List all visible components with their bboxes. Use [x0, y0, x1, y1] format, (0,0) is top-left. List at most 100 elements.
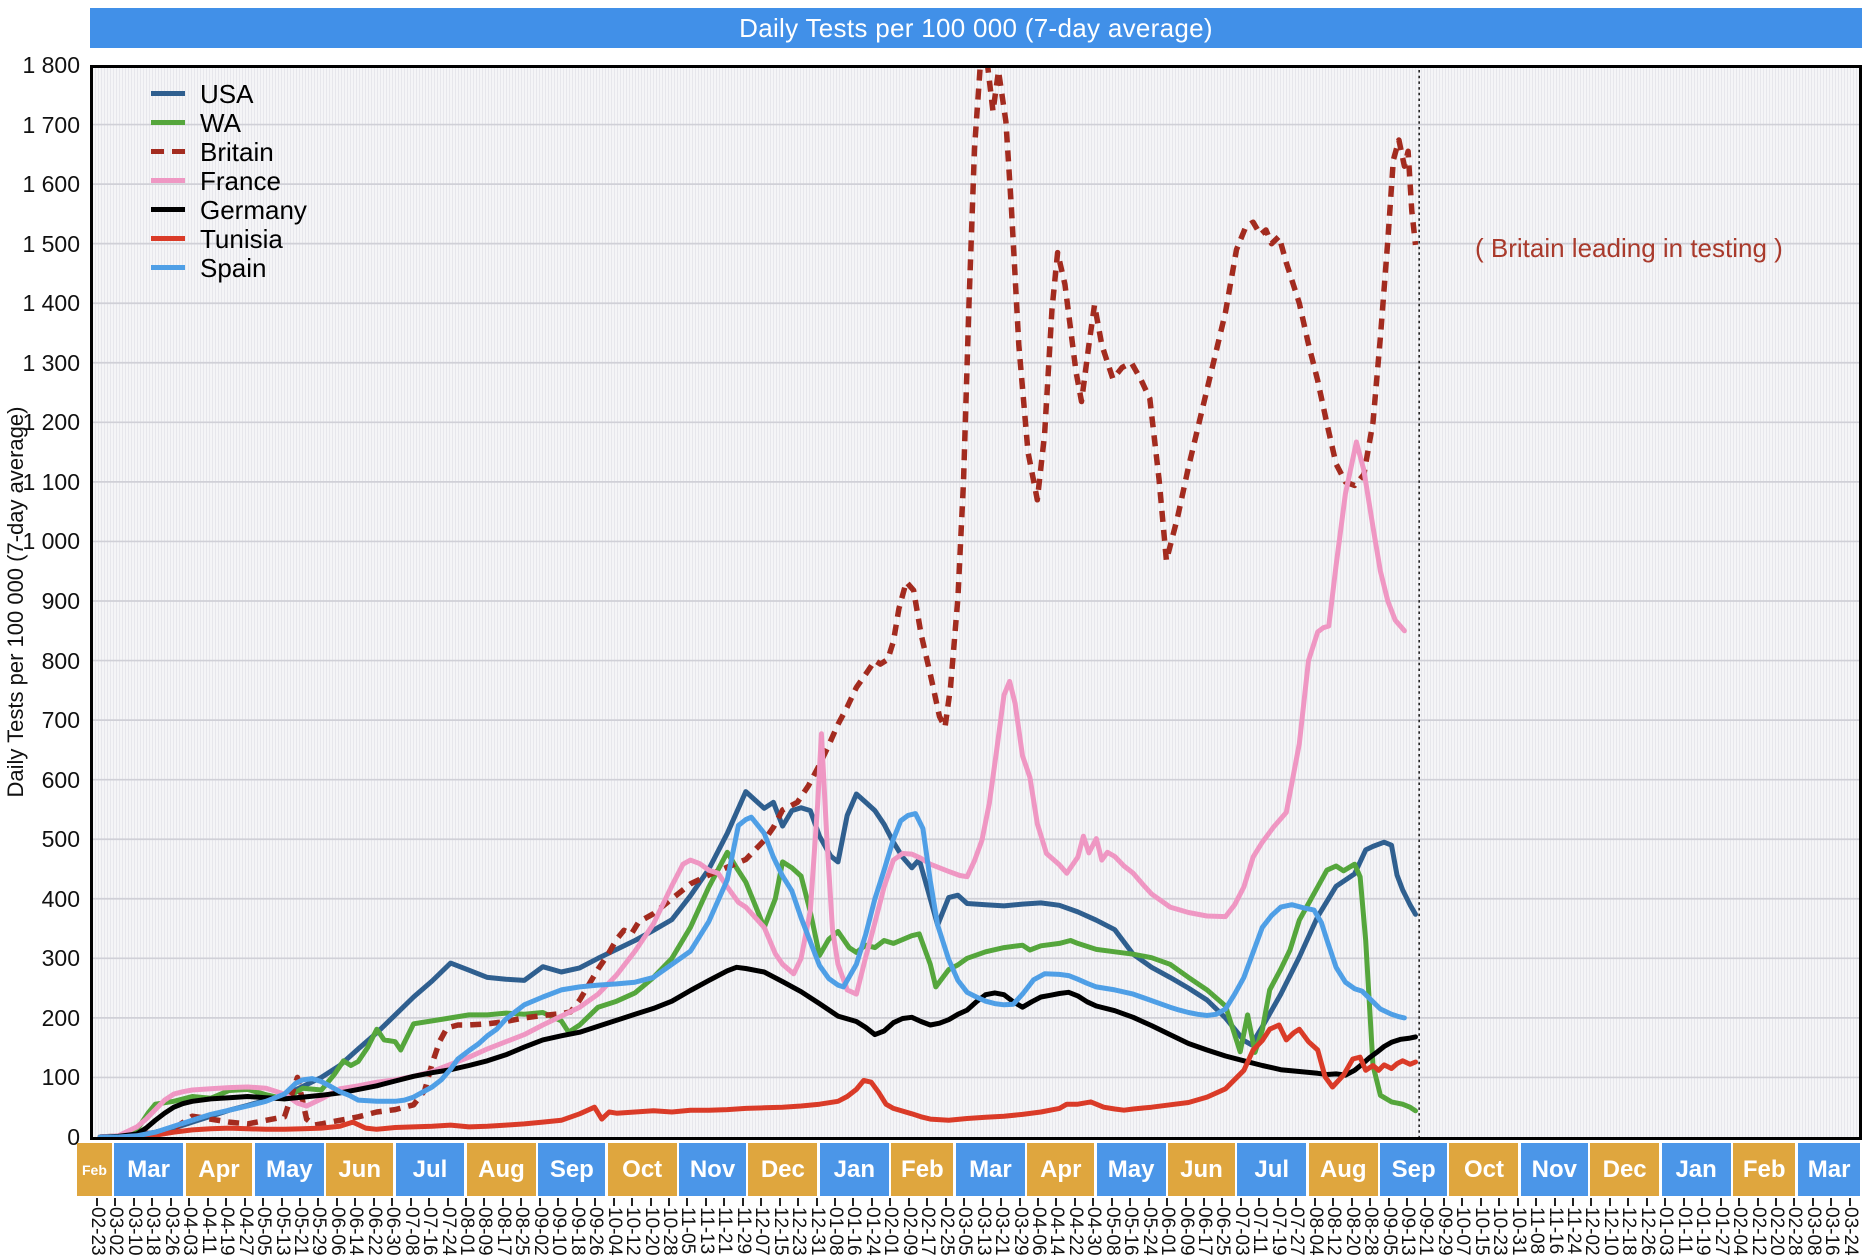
- x-tick-mark: [907, 1198, 910, 1206]
- x-tick-mark: [704, 1198, 707, 1206]
- y-tick-label: 1 100: [22, 468, 80, 495]
- x-tick-mark: [262, 1198, 265, 1206]
- legend-item-wa: WA: [151, 108, 307, 137]
- legend-swatch-wa: [151, 120, 185, 125]
- series-line-britain: [99, 68, 1419, 1137]
- x-tick-mark: [409, 1198, 412, 1206]
- month-label: May: [1107, 1155, 1155, 1183]
- month-box-aug-6: Aug: [467, 1143, 536, 1196]
- x-tick-mark: [1572, 1198, 1574, 1206]
- x-tick-mark: [1590, 1198, 1593, 1206]
- month-box-mar-1: Mar: [114, 1143, 184, 1196]
- month-box-feb-0: Feb: [77, 1143, 112, 1196]
- x-tick-mark: [188, 1198, 191, 1206]
- month-label: May: [265, 1155, 313, 1183]
- y-tick-label: 1 700: [22, 111, 80, 138]
- month-label: Feb: [1742, 1155, 1786, 1183]
- series-line-germany: [97, 964, 1418, 1137]
- x-tick-mark: [206, 1198, 209, 1206]
- x-tick-mark: [132, 1198, 135, 1206]
- x-tick-mark: [1774, 1198, 1777, 1206]
- plot-area: USA WA Britain France Germany Tunisia Spain: [90, 65, 1862, 1140]
- x-tick-mark: [1535, 1198, 1538, 1206]
- legend-item-spain: Spain: [151, 253, 307, 282]
- series-line-spain: [97, 811, 1407, 1137]
- month-label: Aug: [478, 1155, 525, 1183]
- legend-swatch-usa: [151, 91, 185, 96]
- x-tick-mark: [1184, 1198, 1187, 1206]
- month-box-mar-25: Mar: [1797, 1143, 1861, 1196]
- x-tick-mark: [963, 1198, 966, 1206]
- y-tick-label: 0: [67, 1124, 80, 1150]
- x-tick-mark: [317, 1198, 320, 1206]
- month-box-jun-4: Jun: [326, 1143, 393, 1196]
- x-tick-mark: [1516, 1198, 1519, 1206]
- x-tick-mark: [1203, 1198, 1205, 1206]
- x-tick-mark: [1369, 1198, 1372, 1206]
- x-tick-mark: [1719, 1198, 1722, 1206]
- month-label: Dec: [760, 1155, 805, 1183]
- x-tick-mark: [96, 1198, 98, 1206]
- y-tick-label: 1 600: [22, 171, 80, 198]
- series-line-france: [97, 439, 1407, 1137]
- x-tick-mark: [1756, 1198, 1759, 1206]
- x-tick-mark: [1092, 1198, 1095, 1206]
- x-tick-mark: [981, 1198, 984, 1206]
- x-tick-mark: [741, 1198, 744, 1206]
- x-tick-mark: [1332, 1198, 1335, 1206]
- month-box-apr-2: Apr: [185, 1143, 253, 1196]
- date-label: 03-24: [1839, 1207, 1861, 1256]
- x-tick-mark: [612, 1198, 615, 1206]
- month-box-may-3: May: [254, 1143, 324, 1196]
- y-tick-label: 1 200: [22, 409, 80, 436]
- y-tick-label: 1 400: [22, 290, 80, 317]
- x-tick-mark: [1405, 1198, 1408, 1206]
- x-tick-mark: [1442, 1198, 1445, 1206]
- y-tick-label: 800: [41, 647, 80, 674]
- x-tick-mark: [1295, 1198, 1298, 1206]
- x-tick-mark: [151, 1198, 154, 1206]
- series-line-tunisia: [97, 1022, 1418, 1137]
- x-tick-mark: [1830, 1198, 1833, 1206]
- x-tick-mark: [778, 1198, 781, 1206]
- annotation-britain-leading: ( Britain leading in testing ): [1475, 233, 1783, 263]
- x-tick-mark: [557, 1198, 560, 1206]
- x-tick-mark: [649, 1198, 652, 1206]
- legend-label: USA: [200, 78, 254, 109]
- x-tick-mark: [538, 1198, 541, 1206]
- month-box-feb-24: Feb: [1733, 1143, 1796, 1196]
- series-line-usa: [97, 789, 1418, 1137]
- x-tick-mark: [1110, 1198, 1113, 1206]
- x-tick-mark: [1479, 1198, 1482, 1206]
- month-label: Oct: [1463, 1155, 1504, 1183]
- legend-item-tunisia: Tunisia: [151, 224, 307, 253]
- legend-swatch-germany: [151, 207, 185, 212]
- x-tick-mark: [631, 1198, 634, 1206]
- month-box-nov-21: Nov: [1520, 1143, 1588, 1196]
- legend-swatch-france: [151, 178, 185, 183]
- x-tick-mark: [354, 1198, 357, 1206]
- x-tick-mark: [114, 1198, 117, 1206]
- x-tick-mark: [335, 1198, 338, 1206]
- x-tick-mark: [667, 1198, 670, 1206]
- x-tick-mark: [1036, 1198, 1039, 1206]
- x-tick-mark: [372, 1198, 375, 1206]
- x-tick-mark: [225, 1198, 228, 1206]
- month-label: Jan: [1675, 1155, 1717, 1183]
- y-tick-label: 1 300: [22, 349, 80, 376]
- month-label: Mar: [127, 1155, 170, 1183]
- month-box-apr-14: Apr: [1027, 1143, 1095, 1196]
- month-box-mar-13: Mar: [955, 1143, 1025, 1196]
- legend-item-france: France: [151, 166, 307, 195]
- legend: USA WA Britain France Germany Tunisia Spain: [151, 79, 307, 282]
- month-box-jun-16: Jun: [1168, 1143, 1235, 1196]
- x-tick-mark: [575, 1198, 578, 1206]
- legend-swatch-tunisia: [151, 236, 185, 241]
- series-line-wa: [97, 849, 1418, 1137]
- x-tick-mark: [1221, 1198, 1224, 1206]
- month-box-oct-20: Oct: [1449, 1143, 1519, 1196]
- month-box-nov-9: Nov: [679, 1143, 746, 1196]
- y-tick-label: 200: [41, 1004, 80, 1031]
- x-tick-mark: [1664, 1198, 1667, 1206]
